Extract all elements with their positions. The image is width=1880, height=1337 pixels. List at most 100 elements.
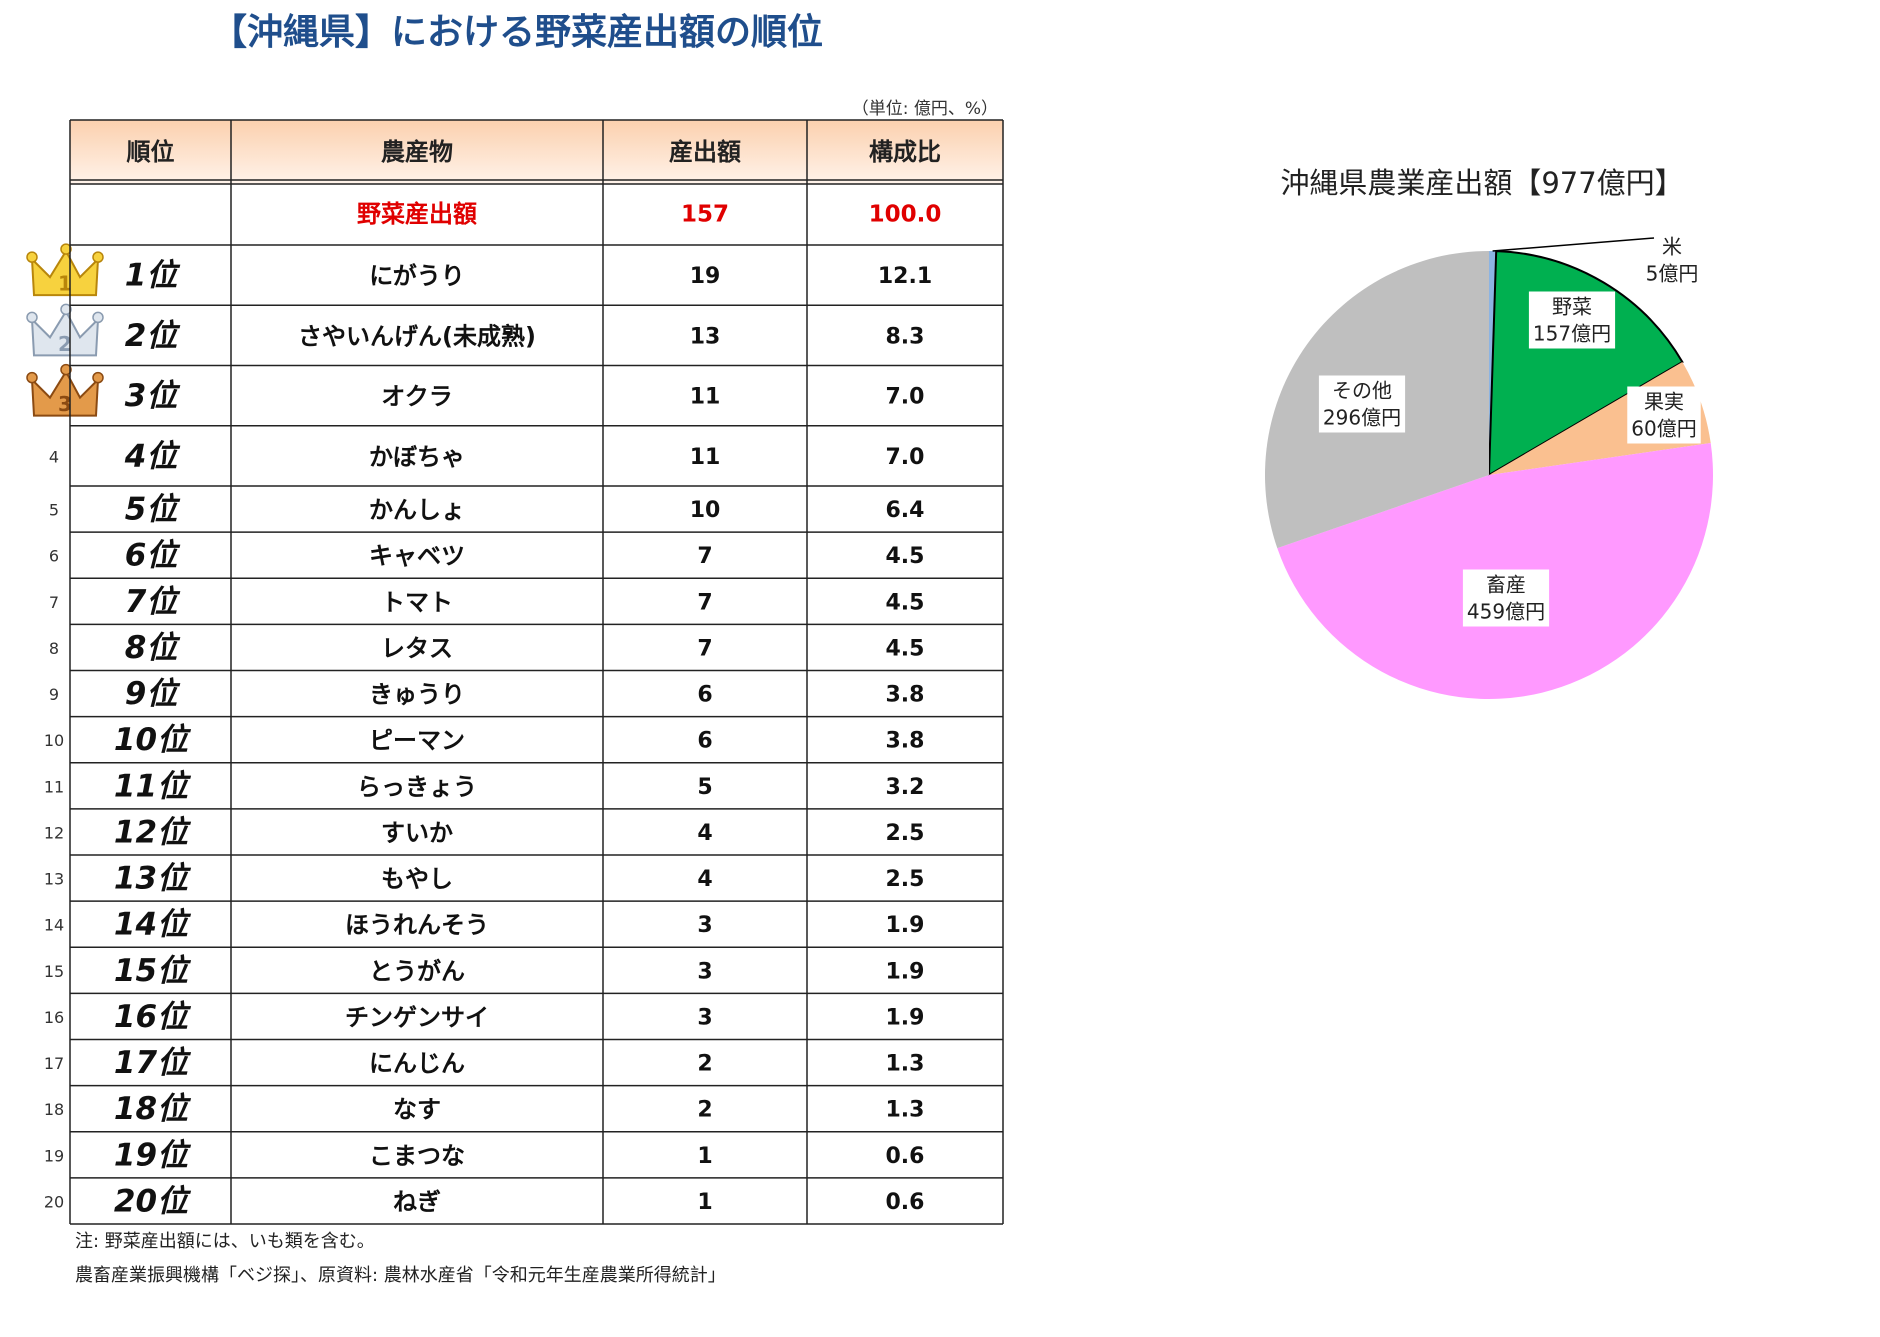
crop-name: すいか [381,819,453,847]
rank: 10位 [114,722,192,758]
output-value: 7 [697,636,712,661]
crop-name: チンゲンサイ [345,1003,489,1031]
crown-number: 2 [58,332,72,356]
crop-name: ねぎ [393,1188,441,1216]
row-number: 18 [44,1100,64,1119]
crop-name: キャベツ [369,542,465,570]
row-number: 6 [49,547,59,566]
crown-jewel [92,311,104,324]
share-value: 1.9 [886,913,925,938]
rank: 8位 [125,630,182,666]
share-value: 3.8 [886,729,925,754]
output-value: 1 [697,1190,712,1215]
column-header: 産出額 [669,138,741,166]
row-number: 9 [49,685,59,704]
crop-name: きゅうり [369,681,465,709]
slice-name: その他 [1332,379,1392,403]
share-value: 0.6 [886,1190,925,1215]
row-number: 11 [44,777,64,796]
crown-shape [30,369,100,417]
row-number: 19 [44,1146,64,1165]
rank: 19位 [114,1137,192,1173]
note: 注: 野菜産出額には、いも類を含む。 [75,1231,375,1252]
output-value: 7 [697,590,712,615]
output-value: 5 [697,775,712,800]
output-value: 7 [697,544,712,569]
rank: 15位 [114,953,192,989]
output-value: 6 [697,729,712,754]
rank: 14位 [114,907,192,943]
output-value: 2 [697,1052,712,1077]
crown: 1 [26,243,104,297]
header-bg [70,120,1003,184]
row-number: 8 [49,639,59,658]
total-share: 100.0 [869,202,942,228]
source-note: 農畜産業振興機構「ベジ探」、原資料: 農林水産省「令和元年生産農業所得統計」 [75,1265,726,1286]
row-number: 5 [49,501,59,520]
pie-title: 沖縄県農業産出額【977億円】 [1280,166,1683,200]
crown-jewel [26,311,38,324]
rank: 2位 [125,318,182,354]
rank: 17位 [114,1045,192,1081]
share-value: 3.2 [886,775,925,800]
rank: 20位 [114,1183,192,1219]
share-value: 7.0 [886,385,925,410]
rank: 13位 [114,861,192,897]
output-value: 10 [690,498,721,523]
crop-name: にんじん [369,1050,465,1078]
share-value: 4.5 [886,544,925,569]
row-number: 12 [44,823,64,842]
share-value: 7.0 [886,445,925,470]
rank: 12位 [114,814,192,850]
label-bg [1318,375,1406,433]
crown-number: 1 [58,272,72,296]
output-value: 1 [697,1144,712,1169]
output-value: 4 [697,821,712,846]
output-value: 2 [697,1098,712,1123]
slice-value: 5億円 [1646,262,1699,286]
output-value: 3 [697,913,712,938]
rank: 3位 [125,378,182,414]
output-value: 11 [690,445,721,470]
label-bg [1528,291,1616,349]
output-value: 4 [697,867,712,892]
slice-name: 米 [1662,235,1682,259]
crown: 2 [26,303,104,357]
crown-shape [30,309,100,357]
rank: 5位 [125,492,182,528]
pie-label: 畜産 459億円 [1462,569,1550,627]
crown-jewel [60,363,72,376]
row-number: 13 [44,870,64,889]
unit-note: （単位: 億円、%） [852,99,998,119]
rank: 4位 [124,438,182,474]
crown-jewel [92,251,104,263]
crop-name: らっきょう [357,773,477,801]
crop-name: かぼちゃ [369,443,465,471]
rank: 18位 [114,1091,192,1127]
pie-label: その他 296億円 [1318,375,1406,433]
output-value: 3 [697,1005,712,1030]
slice-value: 296億円 [1323,406,1401,430]
rank: 16位 [114,999,192,1035]
row-number: 20 [44,1192,64,1211]
label-bg [1462,569,1550,627]
share-value: 2.5 [886,867,925,892]
output-value: 19 [690,264,721,289]
crown-jewel [92,371,104,384]
crop-name: こまつな [369,1142,465,1170]
crown-jewel [26,371,38,384]
crop-name: なす [393,1096,441,1124]
slice-value: 157億円 [1533,322,1611,346]
crown-jewel [60,303,72,316]
row-number: 7 [49,593,59,612]
page-title: 【沖縄県】における野菜産出額の順位 [211,12,823,53]
crop-name: かんしょ [369,496,465,524]
share-value: 4.5 [886,590,925,615]
total-value: 157 [681,202,729,228]
share-value: 12.1 [878,264,932,289]
row-number: 10 [44,731,64,750]
crop-name: ほうれんそう [345,911,489,939]
output-value: 6 [697,683,712,708]
slice-name: 果実 [1644,390,1684,414]
